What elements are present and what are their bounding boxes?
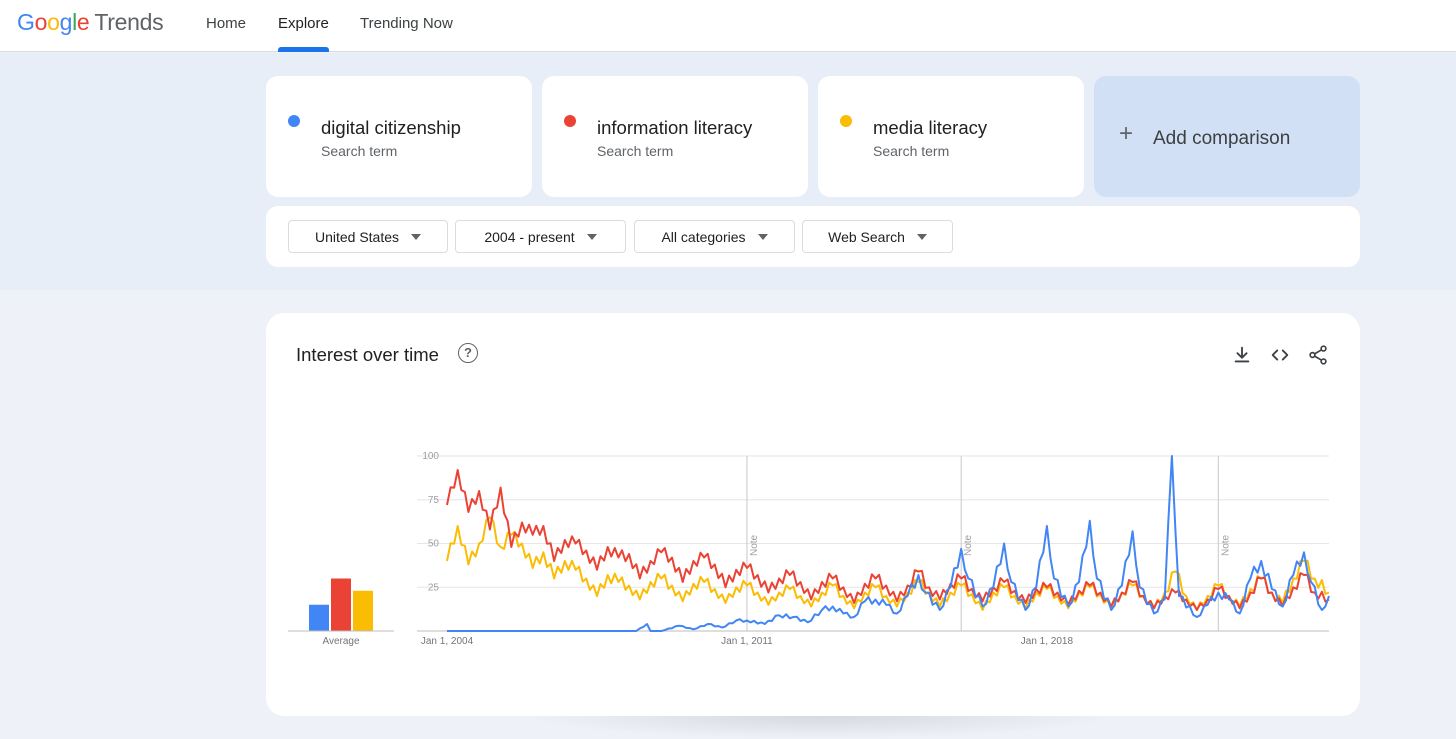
term-type: Search term bbox=[321, 143, 398, 159]
interest-over-time-chart: Average Note Note Note 25 50 75 100 Jan 1, 200… bbox=[288, 451, 1330, 647]
y-tick-label: 100 bbox=[422, 451, 439, 462]
term-type: Search term bbox=[873, 143, 950, 159]
filter-bar: United States 2004 - present All categor… bbox=[266, 206, 1360, 267]
logo-letter: e bbox=[76, 9, 90, 35]
chart-labels: 25 50 75 100 Jan 1, 2004 Jan 1, 2011 Jan 1, 20… bbox=[421, 451, 1074, 647]
filter-search-type[interactable]: Web Search bbox=[802, 220, 953, 253]
logo-letter: o bbox=[47, 9, 60, 35]
logo-letter: l bbox=[72, 9, 77, 35]
nav-explore[interactable]: Explore bbox=[278, 15, 329, 32]
term-card-media-literacy[interactable]: media literacy Search term bbox=[818, 76, 1084, 197]
download-icon[interactable] bbox=[1231, 344, 1253, 366]
logo-trends-text: Trends bbox=[94, 9, 164, 35]
note-label[interactable]: Note bbox=[963, 534, 974, 556]
logo-letter: g bbox=[59, 9, 73, 35]
nav-trending-now[interactable]: Trending Now bbox=[360, 15, 453, 32]
caret-down-icon bbox=[411, 233, 422, 240]
y-tick-label: 25 bbox=[428, 582, 440, 593]
add-comparison-button[interactable]: + Add comparison bbox=[1094, 76, 1360, 197]
active-tab-indicator bbox=[278, 47, 329, 52]
x-tick-label: Jan 1, 2011 bbox=[721, 636, 773, 647]
term-name: information literacy bbox=[597, 117, 753, 138]
filter-location[interactable]: United States bbox=[288, 220, 448, 253]
average-bars: Average bbox=[288, 578, 394, 647]
term-card-information-literacy[interactable]: information literacy Search term bbox=[542, 76, 808, 197]
series-line-media-literacy[interactable] bbox=[446, 516, 1330, 611]
note-label[interactable]: Note bbox=[1220, 534, 1231, 556]
nav-home[interactable]: Home bbox=[206, 15, 247, 32]
series-line-digital-citizenship[interactable] bbox=[447, 455, 1330, 632]
y-tick-label: 50 bbox=[428, 539, 440, 550]
interest-over-time-card: Interest over time ? Average Note Note Not… bbox=[266, 313, 1360, 716]
y-tick-label: 75 bbox=[428, 495, 440, 506]
term-name: digital citizenship bbox=[321, 117, 461, 138]
filter-time-range[interactable]: 2004 - present bbox=[455, 220, 626, 253]
x-tick-label: Jan 1, 2018 bbox=[1021, 636, 1074, 647]
share-icon[interactable] bbox=[1307, 344, 1329, 366]
caret-down-icon bbox=[586, 233, 597, 240]
note-label[interactable]: Note bbox=[749, 534, 760, 556]
logo-letter: o bbox=[34, 9, 48, 35]
card-title: Interest over time bbox=[296, 344, 439, 365]
help-icon[interactable]: ? bbox=[458, 343, 478, 363]
average-bar[interactable] bbox=[353, 590, 373, 631]
average-bar[interactable] bbox=[331, 578, 351, 632]
average-label: Average bbox=[322, 636, 360, 647]
filter-label: United States bbox=[314, 228, 400, 245]
series-color-dot bbox=[840, 115, 852, 127]
series-line-information-literacy[interactable] bbox=[446, 469, 1330, 611]
filter-label: All categories bbox=[661, 228, 746, 245]
term-name: media literacy bbox=[873, 117, 988, 138]
chart-series bbox=[446, 455, 1330, 632]
average-bar[interactable] bbox=[309, 604, 329, 631]
google-trends-logo[interactable]: Google Trends bbox=[17, 9, 164, 36]
series-color-dot bbox=[288, 115, 300, 127]
x-tick-label: Jan 1, 2004 bbox=[421, 636, 474, 647]
filter-label: Web Search bbox=[828, 228, 905, 245]
term-card-digital-citizenship[interactable]: digital citizenship Search term bbox=[266, 76, 532, 197]
logo-letter: G bbox=[17, 9, 35, 35]
add-comparison-label: Add comparison bbox=[1153, 128, 1291, 149]
chart-notes: Note Note Note bbox=[746, 456, 1231, 631]
caret-down-icon bbox=[757, 233, 768, 240]
filter-category[interactable]: All categories bbox=[634, 220, 795, 253]
series-color-dot bbox=[564, 115, 576, 127]
filter-label: 2004 - present bbox=[484, 228, 575, 245]
plus-icon: + bbox=[1119, 120, 1134, 147]
card-shadow bbox=[520, 716, 1120, 739]
embed-code-icon[interactable] bbox=[1269, 344, 1291, 366]
term-type: Search term bbox=[597, 143, 674, 159]
caret-down-icon bbox=[916, 233, 927, 240]
top-app-bar: Google Trends Home Explore Trending Now bbox=[0, 0, 1456, 52]
